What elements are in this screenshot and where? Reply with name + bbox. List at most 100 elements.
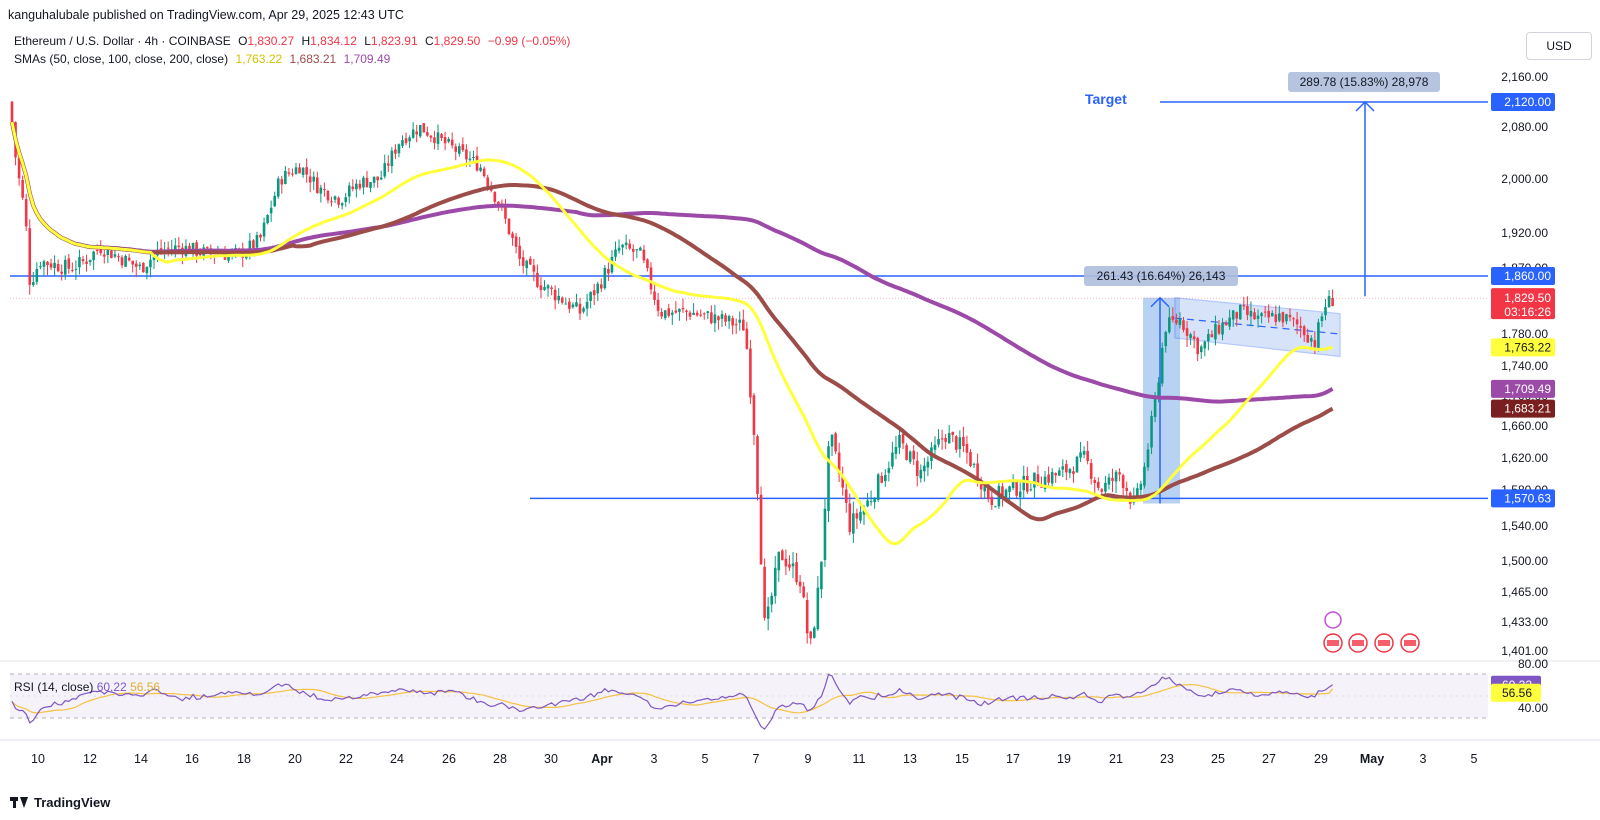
candle-body xyxy=(198,254,202,256)
x-tick-label: 17 xyxy=(1006,752,1020,766)
pole-measure-label-bg xyxy=(1084,266,1238,286)
candle-body xyxy=(525,260,529,269)
candle-body xyxy=(887,468,891,473)
candle-body xyxy=(1288,314,1292,318)
rsi-legend[interactable]: RSI (14, close) 60.22 56.56 xyxy=(14,680,160,694)
tradingview-logo-icon xyxy=(10,797,28,808)
sma-legend[interactable]: SMAs (50, close, 100, close, 200, close)… xyxy=(14,52,394,66)
candle-body xyxy=(387,163,390,166)
candle-body xyxy=(884,474,887,482)
candle-body xyxy=(1089,463,1093,479)
candle-body xyxy=(426,132,429,136)
candle-body xyxy=(1185,328,1189,336)
x-tick-label: 25 xyxy=(1211,752,1225,766)
candle-body xyxy=(919,469,923,479)
candle-body xyxy=(1054,473,1057,476)
candle-body xyxy=(333,196,337,200)
candle-body xyxy=(1001,486,1004,499)
x-tick-label: 11 xyxy=(853,752,866,766)
candle-body xyxy=(759,494,763,565)
candle-body xyxy=(880,475,884,483)
candle-body xyxy=(248,240,252,253)
y-tick-label: 1,465.00 xyxy=(1501,585,1548,599)
candle-body xyxy=(127,257,131,261)
symbol-name: Ethereum / U.S. Dollar · 4h · COINBASE xyxy=(14,34,231,48)
currency-button[interactable]: USD xyxy=(1526,32,1592,60)
candle-body xyxy=(145,266,149,274)
ohlc-close: 1,829.50 xyxy=(433,34,481,48)
candle-body xyxy=(1196,338,1199,355)
candle-body xyxy=(1278,313,1281,321)
candle-body xyxy=(312,176,316,182)
published-line: kanguhalubale published on TradingView.c… xyxy=(8,8,404,22)
candle-body xyxy=(543,286,546,290)
candle-body xyxy=(1121,475,1125,489)
sma50-value: 1,763.22 xyxy=(235,52,283,66)
candle-body xyxy=(841,475,844,488)
symbol-legend[interactable]: Ethereum / U.S. Dollar · 4h · COINBASE O… xyxy=(14,34,574,48)
candle-body xyxy=(1317,322,1320,350)
candle-body xyxy=(1079,452,1082,458)
x-tick-label: 5 xyxy=(702,752,709,766)
candle-body xyxy=(763,566,766,618)
pole-measure-label: 261.43 (16.64%) 26,143 xyxy=(1097,269,1226,283)
candle-body xyxy=(110,250,113,259)
x-tick-label: Apr xyxy=(591,752,613,766)
x-tick-label: 20 xyxy=(288,752,302,766)
sma100-value: 1,683.21 xyxy=(289,52,337,66)
target-measure-label-bg xyxy=(1288,72,1440,92)
x-tick-label: 14 xyxy=(134,752,148,766)
candle-body xyxy=(486,177,489,187)
ohlc-open-label: O xyxy=(238,34,248,48)
candle-body xyxy=(1320,316,1324,322)
y-tick-label: 1,740.00 xyxy=(1501,359,1548,373)
sma50-price-tag: 1,763.22 xyxy=(1504,340,1551,354)
candle-body xyxy=(369,182,372,188)
candle-body xyxy=(649,267,653,290)
tradingview-brand[interactable]: TradingView xyxy=(10,795,110,810)
candle-body xyxy=(21,180,24,198)
candle-body xyxy=(571,304,575,308)
candle-body xyxy=(49,263,53,268)
candle-body xyxy=(291,173,294,175)
candle-body xyxy=(60,271,63,274)
candle-body xyxy=(447,138,450,142)
rsi-ma-tag: 56.56 xyxy=(1502,686,1532,700)
candle-body xyxy=(1178,318,1182,325)
candle-body xyxy=(337,197,340,205)
candle-body xyxy=(358,183,362,189)
candle-body xyxy=(46,261,49,266)
candle-body xyxy=(323,189,326,191)
candle-body xyxy=(695,312,699,316)
candle-body xyxy=(1139,483,1143,490)
candle-body xyxy=(553,289,557,301)
candle-body xyxy=(1164,331,1168,347)
candle-body xyxy=(713,314,717,324)
candle-body xyxy=(749,348,752,398)
candle-body xyxy=(287,172,291,174)
candle-body xyxy=(273,195,276,207)
candle-body xyxy=(699,314,702,316)
candle-body xyxy=(269,207,273,214)
candle-body xyxy=(592,290,596,296)
candle-body xyxy=(450,139,454,146)
candle-body xyxy=(511,233,514,239)
candle-body xyxy=(1033,472,1036,488)
candle-body xyxy=(514,236,518,247)
candle-body xyxy=(742,319,745,331)
candle-body xyxy=(362,177,365,188)
candle-body xyxy=(958,437,962,450)
candle-body xyxy=(433,137,436,144)
candle-body xyxy=(891,452,894,467)
candle-body xyxy=(429,135,433,138)
candle-body xyxy=(1171,316,1175,320)
candle-body xyxy=(951,431,955,435)
candle-body xyxy=(1189,334,1192,339)
candle-body xyxy=(816,587,820,629)
candle-body xyxy=(585,301,589,309)
candle-body xyxy=(1157,382,1160,399)
brand-text: TradingView xyxy=(34,795,111,810)
candle-body xyxy=(1118,472,1121,475)
candle-body xyxy=(42,261,46,267)
